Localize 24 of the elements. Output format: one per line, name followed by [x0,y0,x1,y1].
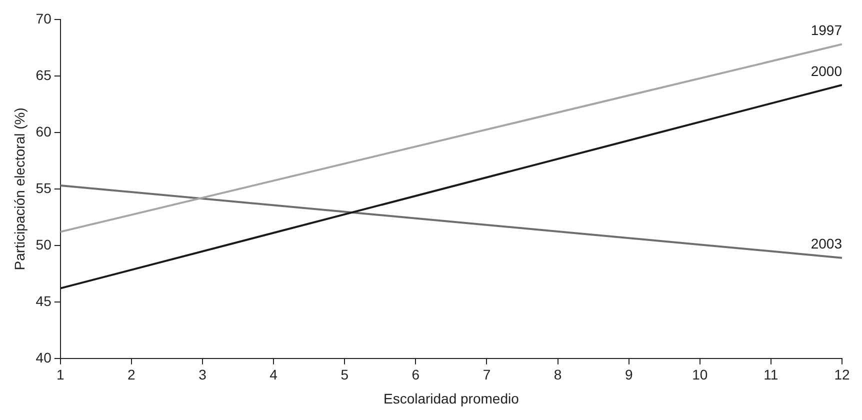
x-tick-label: 2 [128,366,136,383]
x-axis-title: Escolaridad promedio [383,390,520,406]
x-tick-label: 12 [834,366,850,383]
x-tick-label: 10 [692,366,708,383]
y-tick-label: 50 [36,236,52,252]
x-tick-label: 5 [340,366,349,383]
series-label: 1997 [810,22,842,38]
x-tick-label: 6 [412,366,420,383]
x-tick-label: 9 [624,366,633,383]
x-tick-label: 11 [764,366,778,383]
y-tick-label: 55 [36,180,52,196]
x-tick-label: 1 [56,366,64,383]
x-tick-label: 3 [198,366,207,383]
y-tick-label: 40 [36,349,52,366]
x-tick-label: 7 [482,366,491,383]
x-tick-label: 4 [270,366,278,383]
y-tick-label: 45 [36,292,52,309]
y-tick-label: 65 [36,66,52,83]
y-tick-label: 60 [36,123,52,140]
x-tick-label: 8 [554,366,562,383]
y-axis-title: Participación electoral (%) [11,108,28,270]
series-label: 2000 [810,62,842,79]
y-tick-label: 70 [36,10,52,26]
series-label: 2003 [810,236,842,252]
